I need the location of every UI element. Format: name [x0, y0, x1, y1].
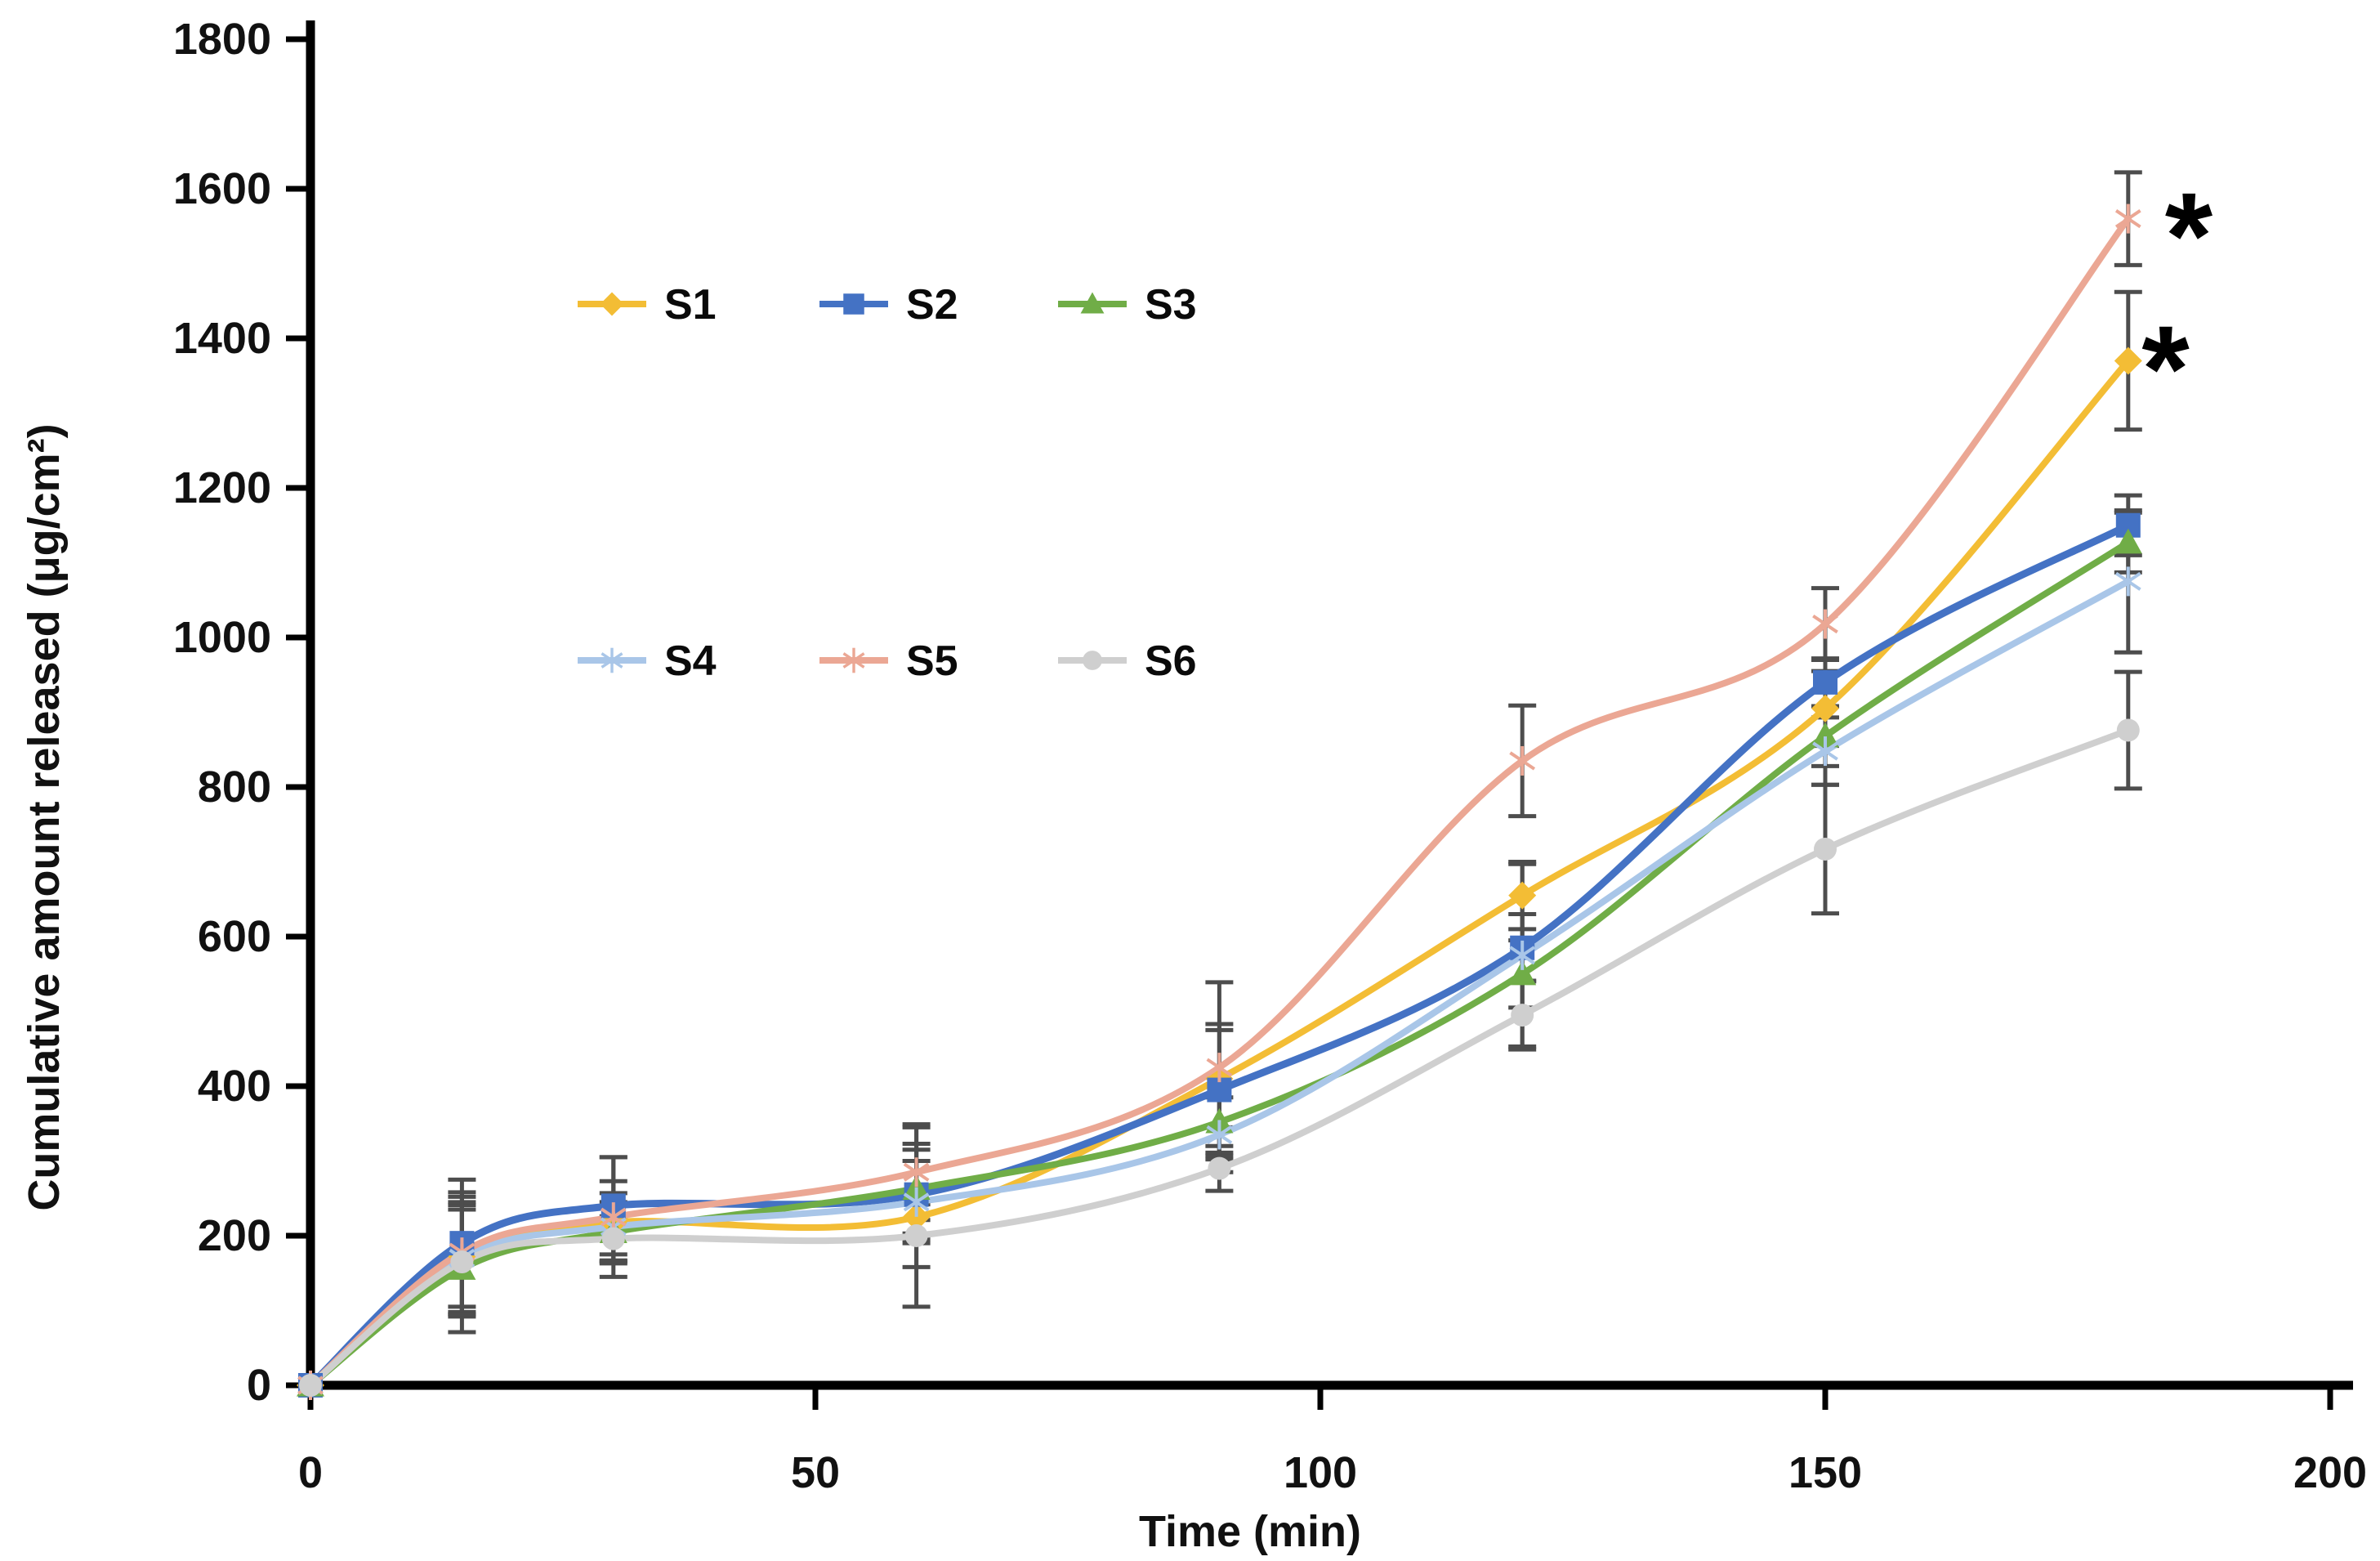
- x-tick-label-100: 100: [1284, 1448, 1357, 1497]
- series-line-S3: [307, 539, 2132, 1389]
- series-lines: [306, 215, 2132, 1389]
- error-bars: [448, 170, 2142, 1335]
- x-tick-label-50: 50: [791, 1448, 840, 1497]
- legend-marker-S5-star-icon: [842, 647, 865, 673]
- markers-S6: [299, 718, 2140, 1397]
- legend-marker-S2-square-icon: [843, 293, 864, 315]
- legend-marker-S1-diamond-icon: [600, 292, 624, 316]
- legend: S1 S2 S3 S4 S5 S6: [578, 281, 1197, 685]
- y-axis-title: Cumulative amount released (μg/cm²): [20, 423, 69, 1210]
- y-tick-label-0: 0: [247, 1361, 271, 1410]
- legend-label-S5: S5: [906, 637, 958, 685]
- y-tick-label-400: 400: [198, 1062, 271, 1111]
- legend-marker-S6-circle-icon: [1083, 651, 1102, 670]
- x-tick-label-0: 0: [298, 1448, 323, 1497]
- legend-marker-S4-star-icon: [601, 647, 623, 673]
- legend-item-S1: S1: [578, 281, 717, 329]
- legend-label-S6: S6: [1145, 637, 1197, 685]
- error-bars-S1: [448, 289, 2142, 1319]
- legend-item-S4: S4: [578, 637, 717, 685]
- y-tick-label-600: 600: [198, 912, 271, 961]
- error-bars-S2: [448, 493, 2142, 1309]
- legend-label-S1: S1: [664, 281, 717, 329]
- error-bars-S4: [448, 508, 2142, 1317]
- legend-label-S3: S3: [1145, 281, 1197, 329]
- asterisk-annotation-1: *: [2165, 167, 2213, 304]
- x-tick-label-150: 150: [1788, 1448, 1862, 1497]
- legend-marker-S3-triangle-icon: [1080, 292, 1105, 314]
- series-line-S6: [307, 727, 2132, 1389]
- legend-item-S3: S3: [1058, 281, 1197, 329]
- y-tick-label-1800: 1800: [173, 15, 271, 64]
- axis-ticks: [286, 36, 2333, 1410]
- x-tick-label-200: 200: [2293, 1448, 2367, 1497]
- y-tick-label-1200: 1200: [173, 463, 271, 512]
- legend-item-S2: S2: [819, 281, 958, 329]
- series-line-S2: [306, 521, 2132, 1389]
- x-axis-title: Time (min): [1139, 1507, 1361, 1556]
- y-tick-label-200: 200: [198, 1211, 271, 1260]
- asterisk-annotation-2: *: [2141, 300, 2190, 437]
- series-markers: [297, 204, 2142, 1400]
- legend-label-S4: S4: [664, 637, 717, 685]
- error-bars-S3: [448, 510, 2142, 1335]
- markers-S2: [298, 512, 2141, 1398]
- axis-tick-labels: 0 200 400 600 800 1000 1200 1400 1600 1800 0 50 100 1…: [173, 15, 2367, 1497]
- legend-label-S2: S2: [906, 281, 958, 329]
- y-tick-label-1000: 1000: [173, 613, 271, 662]
- y-tick-label-1400: 1400: [173, 314, 271, 363]
- error-bars-S5: [448, 170, 2142, 1314]
- legend-item-S5: S5: [819, 637, 958, 685]
- significance-annotations: **: [2141, 167, 2213, 437]
- y-tick-label-800: 800: [198, 763, 271, 812]
- legend-item-S6: S6: [1058, 637, 1197, 685]
- y-tick-label-1600: 1600: [173, 164, 271, 213]
